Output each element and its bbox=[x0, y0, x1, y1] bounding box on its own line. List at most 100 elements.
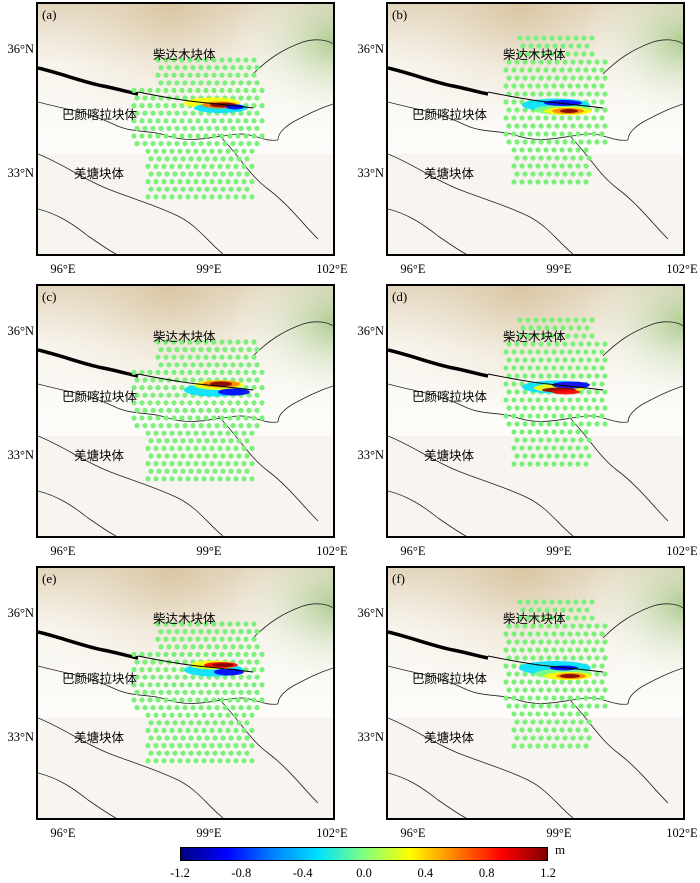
grid-point bbox=[227, 57, 233, 63]
grid-point bbox=[514, 75, 520, 81]
grid-point bbox=[179, 636, 185, 642]
map-area bbox=[388, 4, 683, 254]
grid-point bbox=[559, 67, 565, 73]
grid-point bbox=[190, 689, 196, 695]
grid-point bbox=[177, 712, 183, 718]
grid-point bbox=[514, 341, 520, 347]
grid-point bbox=[567, 727, 573, 733]
grid-point bbox=[530, 155, 536, 161]
grid-point bbox=[161, 461, 167, 467]
grid-point bbox=[583, 67, 589, 73]
grid-point bbox=[530, 453, 536, 459]
grid-point bbox=[557, 35, 563, 41]
grid-point bbox=[201, 179, 207, 185]
grid-point bbox=[230, 125, 236, 131]
grid-point bbox=[209, 727, 215, 733]
grid-point bbox=[525, 615, 531, 621]
grid-point bbox=[195, 118, 201, 124]
grid-point bbox=[182, 362, 188, 368]
grid-point bbox=[527, 147, 533, 153]
grid-point bbox=[246, 674, 252, 680]
grid-point bbox=[155, 682, 161, 688]
grid-point bbox=[155, 118, 161, 124]
grid-point bbox=[246, 65, 252, 71]
grid-point bbox=[230, 705, 236, 711]
grid-point bbox=[530, 655, 536, 661]
grid-point bbox=[543, 163, 549, 169]
grid-point bbox=[161, 476, 167, 482]
grid-point bbox=[554, 341, 560, 347]
grid-point bbox=[155, 621, 161, 627]
grid-point bbox=[559, 397, 565, 403]
grid-point bbox=[251, 415, 257, 421]
grid-point bbox=[533, 333, 539, 339]
block-boundary-line bbox=[602, 39, 683, 75]
grid-point bbox=[594, 687, 600, 693]
grid-point bbox=[557, 317, 563, 323]
grid-point bbox=[190, 65, 196, 71]
grid-point bbox=[559, 461, 565, 467]
grid-point bbox=[538, 719, 544, 725]
lon-label: 99°E bbox=[546, 262, 572, 276]
grid-point bbox=[528, 607, 534, 613]
grid-point bbox=[190, 629, 196, 635]
grid-point bbox=[212, 171, 218, 177]
grid-point bbox=[243, 697, 249, 703]
grid-point bbox=[543, 445, 549, 451]
grid-point bbox=[180, 720, 186, 726]
map-area bbox=[38, 568, 333, 818]
grid-point bbox=[522, 155, 528, 161]
grid-point bbox=[187, 87, 193, 93]
grid-point bbox=[538, 405, 544, 411]
grid-point bbox=[570, 437, 576, 443]
grid-point bbox=[567, 83, 573, 89]
grid-point bbox=[554, 703, 560, 709]
block-boundary-line bbox=[567, 697, 669, 804]
grid-point bbox=[586, 341, 592, 347]
grid-point bbox=[511, 695, 517, 701]
grid-point bbox=[562, 421, 568, 427]
grid-point bbox=[552, 325, 558, 331]
grid-point bbox=[599, 365, 605, 371]
grid-point bbox=[543, 349, 549, 355]
block-boundary-line bbox=[388, 208, 467, 254]
grid-point bbox=[251, 636, 257, 642]
grid-point bbox=[179, 667, 185, 673]
grid-point bbox=[573, 317, 579, 323]
grid-point bbox=[254, 80, 260, 86]
grid-point bbox=[259, 415, 265, 421]
grid-point bbox=[196, 171, 202, 177]
grid-point bbox=[583, 711, 589, 717]
grid-point bbox=[554, 719, 560, 725]
grid-point bbox=[506, 655, 512, 661]
grid-point bbox=[551, 429, 557, 435]
grid-point bbox=[503, 67, 509, 73]
colorbar-tick-label: 0.4 bbox=[417, 866, 434, 880]
grid-point bbox=[203, 339, 209, 345]
grid-point bbox=[177, 163, 183, 169]
grid-point bbox=[203, 118, 209, 124]
grid-point bbox=[522, 341, 528, 347]
grid-point bbox=[171, 400, 177, 406]
grid-point bbox=[190, 674, 196, 680]
grid-point bbox=[187, 682, 193, 688]
grid-point bbox=[519, 365, 525, 371]
lon-label: 96°E bbox=[400, 826, 426, 840]
grid-point bbox=[228, 156, 234, 162]
grid-point bbox=[190, 141, 196, 147]
grid-point bbox=[536, 325, 542, 331]
grid-point bbox=[246, 689, 252, 695]
grid-point bbox=[578, 91, 584, 97]
grid-point bbox=[203, 57, 209, 63]
grid-point bbox=[530, 91, 536, 97]
grid-point bbox=[530, 357, 536, 363]
grid-point bbox=[166, 629, 172, 635]
grid-point bbox=[536, 43, 542, 49]
grid-point bbox=[235, 354, 241, 360]
grid-point bbox=[594, 341, 600, 347]
grid-point bbox=[233, 163, 239, 169]
grid-point bbox=[238, 80, 244, 86]
grid-point bbox=[193, 476, 199, 482]
grid-point bbox=[166, 407, 172, 413]
grid-point bbox=[147, 103, 153, 109]
